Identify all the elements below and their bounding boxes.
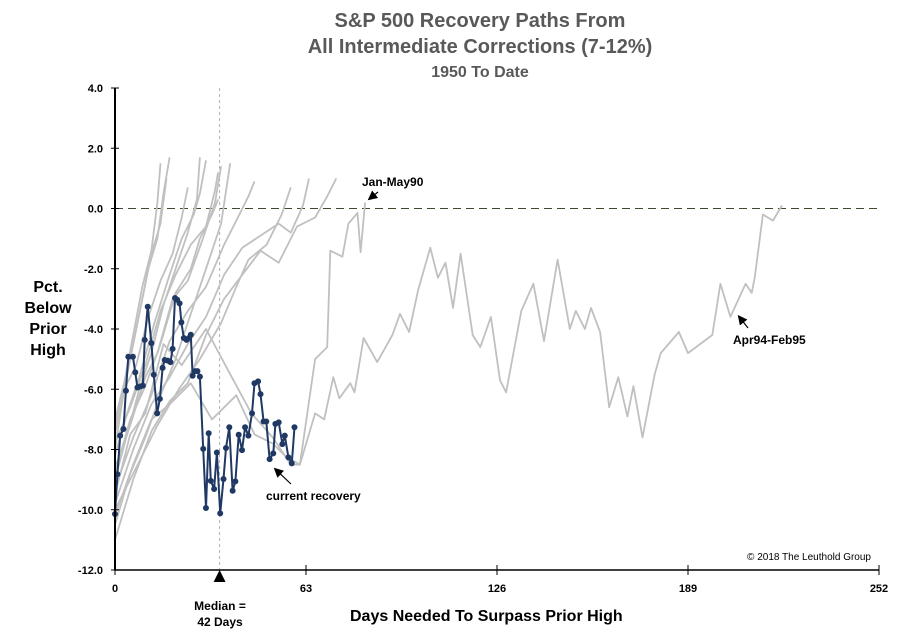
current-recovery-point [279,441,286,448]
annotation-jan-may90: Jan-May90 [362,175,424,189]
y-tick-label: -2.0 [84,264,103,276]
historical-recovery-line-1 [114,205,783,517]
x-tick-label: 63 [300,583,312,595]
current-recovery-point [200,445,207,452]
annotation-arrow-icon [367,190,379,201]
historical-recovery-line-9 [114,172,219,444]
current-recovery-point [156,395,163,402]
annotation-current-recovery: current recovery [266,489,361,503]
current-recovery-point [139,382,146,389]
y-tick-label: -6.0 [84,384,103,396]
current-recovery-point [257,391,264,398]
chart-title-line-1: S&P 500 Recovery Paths From [334,10,626,32]
historical-recovery-line-14 [114,163,162,420]
historical-recovery-line-5 [114,163,232,526]
median-label: Median = 42 Days [194,598,246,630]
current-recovery-point [270,450,277,457]
current-recovery-point [194,368,201,375]
historical-recovery-line-11 [114,160,207,456]
x-tick-label: 126 [488,583,506,595]
current-recovery-point [178,319,185,326]
chart-title-line-2: All Intermediate Corrections (7-12%) [307,36,653,58]
current-recovery-point [122,387,129,394]
historical-recovery-line-10 [114,177,338,541]
y-tick-label: -4.0 [84,324,103,336]
current-recovery-point [285,454,292,461]
current-recovery-point [129,353,136,360]
y-tick-label: -10.0 [78,505,103,517]
current-recovery-point [125,353,132,360]
copyright-label: © 2018 The Leuthold Group [747,552,871,563]
annotation-arrow-icon [273,467,292,485]
y-axis-label: Pct. Below Prior High [24,279,72,359]
current-recovery-point [222,444,229,451]
current-recovery-point [205,430,212,437]
historical-recovery-line-13 [114,187,292,511]
current-recovery-point [232,478,239,485]
current-recovery-point [226,424,233,431]
median-label-line-2: 42 Days [197,615,243,629]
historical-recovery-line-8 [114,178,310,504]
current-recovery-point [235,431,242,438]
current-recovery-point [120,426,127,433]
x-tick-label: 252 [870,583,888,595]
current-recovery-point [245,432,252,439]
current-recovery-point [148,340,155,347]
current-recovery-point [176,300,183,307]
y-tick-label: 2.0 [88,143,103,155]
current-recovery-point [211,485,218,492]
annotation-arrow-icon [737,314,749,329]
current-recovery-point [132,369,139,376]
current-recovery-point [141,336,148,343]
current-recovery-point [229,487,236,494]
current-recovery-point [266,456,273,463]
current-recovery-point [213,449,220,456]
current-recovery-point [202,504,209,511]
current-recovery-point [275,419,282,426]
current-recovery-point [167,359,174,366]
current-recovery-point [154,410,161,417]
x-axis-label: Days Needed To Surpass Prior High [350,608,623,625]
annotation-apr94-feb95: Apr94-Feb95 [733,333,806,347]
historical-recovery-line-15 [114,199,219,474]
current-recovery-point [150,371,157,378]
current-recovery-point [159,364,166,371]
median-arrow-icon [213,570,226,582]
current-recovery-point [144,303,151,310]
historical-recovery-line-12 [114,181,256,490]
current-recovery-point [263,418,270,425]
current-recovery-point [255,378,262,385]
current-recovery-point [239,447,246,454]
current-recovery-point [187,331,194,338]
x-tick-label: 0 [112,583,118,595]
median-label-line-1: Median = [194,599,246,613]
current-recovery-point [249,410,256,417]
y-tick-label: 0.0 [88,204,103,216]
chart-subtitle: 1950 To Date [431,64,529,81]
current-recovery-point [217,510,224,517]
x-tick-label: 189 [679,583,697,595]
current-recovery-point [281,432,288,439]
current-recovery-point [220,476,227,483]
y-tick-label: -12.0 [78,565,103,577]
current-recovery-point [169,345,176,352]
current-recovery-point [242,424,249,431]
y-tick-label: -8.0 [84,445,103,457]
current-recovery-point [207,477,214,484]
current-recovery-point [117,432,124,439]
current-recovery-point [288,460,295,467]
current-recovery-point [291,424,298,431]
y-tick-label: 4.0 [88,83,103,95]
current-recovery-point [189,372,196,379]
current-recovery-point [196,373,203,380]
